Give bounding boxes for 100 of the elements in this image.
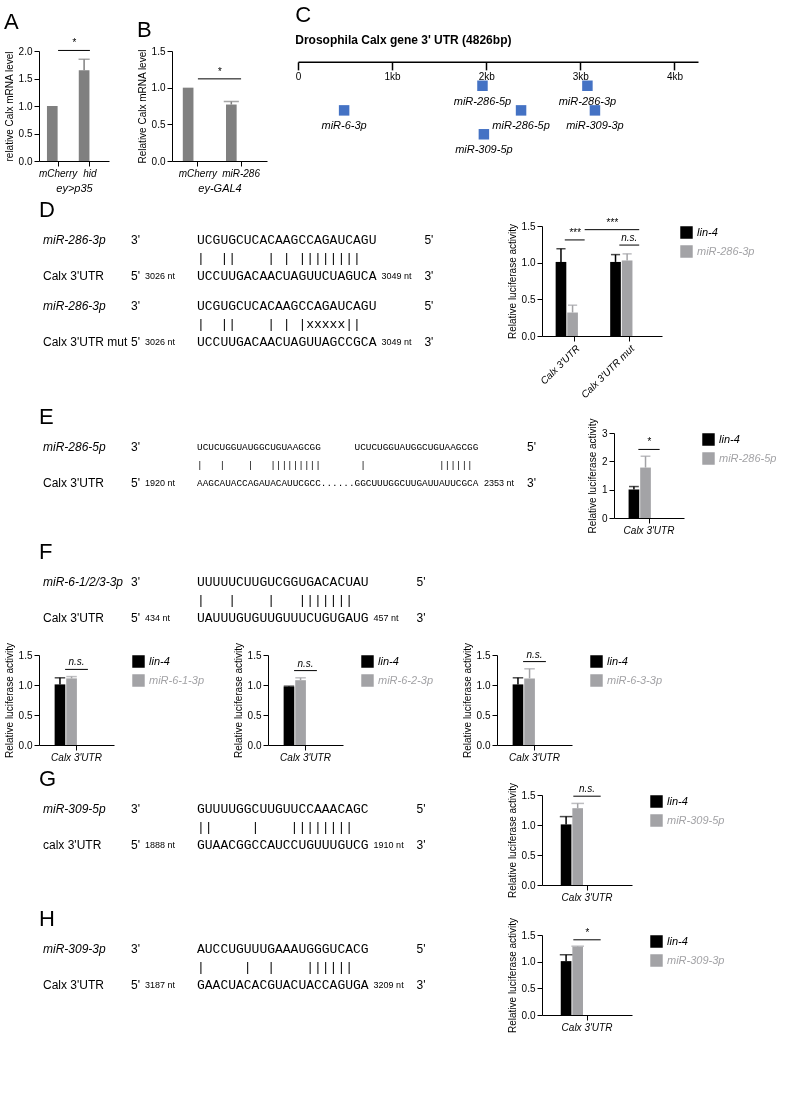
text: 5' [131,269,140,283]
y-tick-label: 1.5 [521,789,536,801]
y-tick-label: 0.0 [247,739,262,751]
text: 1920 nt [145,478,176,488]
text: miR-309-3p [667,953,725,966]
text: UCGUGCUCACAAGCCAGAUCAGU [197,299,377,314]
chart-title: B [137,17,152,42]
text: GUUUUGGCUUGUUCCAAACAGC [197,802,369,817]
text: | | | |||||| [197,960,354,975]
text: | | | ||||||||| | |||||| [197,460,473,471]
annotation: *** [606,216,619,228]
text: 3' [131,233,140,247]
y-tick-label: 1.0 [521,819,536,831]
text: UUUUUCUUGUCGGUGACACUAU [197,575,369,590]
legend-label: lin-4 [697,225,718,238]
annotation: n.s. [297,657,314,669]
legend-label: lin-4 [719,432,740,445]
chart-subtitle: Drosophila Calx gene 3' UTR (4826bp) [295,33,512,47]
legend-label: lin-4 [378,654,399,667]
annotation: miR-286-3p [558,94,617,107]
text: miR-309-5p [43,802,107,816]
text: Calx 3'UTR [43,611,105,625]
annotation: miR-6-3p [321,119,367,132]
y-tick-label: 0.0 [18,155,33,167]
text: 5' [131,611,140,625]
text: miR-286-3p [43,299,107,313]
text: 3049 nt [381,337,412,347]
y-axis-title: Relative luciferase activity [586,418,598,534]
annotation: *** [568,226,582,238]
legend-label: miR-6-3-3p [607,673,663,686]
text: 3187 nt [145,980,176,990]
text: || | |||||||| [197,820,354,835]
text: GUAACGGCCAUCCUGUUUGUCG [197,838,369,853]
y-axis-title: Relative luciferase activity [506,223,518,340]
text: UAUUUGUGUUGUUUCUGUGAUG [197,611,369,626]
text: Calx 3'UTR [43,978,105,992]
text: H [39,906,55,931]
text: 5' [424,299,434,313]
y-tick-label: 1.0 [521,257,536,269]
legend-label: miR-6-2-3p [378,673,434,686]
y-axis-title: Relative luciferase activity [506,917,518,1034]
y-axis-title: Relative luciferase activity [461,642,473,759]
text: 1888 nt [145,840,176,850]
y-tick-label: 1.0 [476,679,491,691]
y-tick-label: 1.0 [18,100,33,112]
y-tick-label: 0.5 [521,849,536,861]
legend-label: lin-4 [667,794,688,807]
text: miR-286-3p [43,233,107,247]
legend-label: lin-4 [607,654,628,667]
text: 5' [527,440,536,454]
chart-title: C [295,2,312,27]
text: 5' [416,575,426,589]
text: Calx 3'UTR [43,476,105,490]
y-tick-label: 0.5 [476,709,491,721]
text: G [39,766,57,791]
text: 1910 nt [373,840,405,850]
text: 3' [416,611,426,625]
text: UCCUUGACAACUAGUUCUAGUCA [197,269,377,284]
text: 2353 nt [484,478,515,488]
annotation: * [217,65,223,77]
y-tick-label: 1.5 [247,649,262,661]
text: 5' [131,476,140,490]
text: 457 nt [373,613,400,623]
y-tick-label: 0.0 [18,739,33,751]
y-tick-label: 0.0 [476,739,491,751]
y-tick-label: 0.0 [521,1009,536,1021]
annotation: miR-286-5p [492,119,550,132]
y-tick-label: 0.5 [247,709,262,721]
text: D [39,197,55,222]
y-tick-label: 1.0 [18,679,33,691]
text: UCGUGCUCACAAGCCAGAUCAGU [197,233,377,248]
annotation: * [585,926,591,938]
text: 3' [131,942,140,956]
y-tick-label: 0.5 [151,118,166,130]
text: UCUCUGGUAUGGCUGUAAGCGG UCUCUGGUAUGGCUGUAAGCGG [197,442,479,453]
text: 3209 nt [373,980,405,990]
y-tick-label: 1.0 [521,956,536,968]
y-tick-label: 1.5 [18,73,33,84]
annotation: n.s. [526,648,543,660]
annotation: miR-309-5p [455,143,513,156]
y-tick-label: 1.5 [18,649,33,661]
text: 5' [424,233,434,247]
x-tick-label: Calx 3'UTR [280,751,331,763]
text: miR-309-3p [43,942,107,956]
text: 3' [527,476,536,490]
x-tick-label: 4kb [666,71,684,83]
text: lin-4 [667,934,688,947]
text: | | | ||||||| [197,593,354,608]
y-tick-label: 3 [601,427,608,439]
y-axis-title: Relative Calx mRNA level [136,49,148,164]
text: E [39,404,54,429]
y-tick-label: 1 [601,484,608,496]
text: 3026 nt [145,271,176,281]
y-tick-label: 0.0 [521,330,536,342]
text: 3' [416,838,426,852]
text: 3' [416,978,426,992]
text: AAGCAUACCAGAUACAUUCGCC......GGCUUUGGCUUGAUUAUUCGCA [197,478,479,489]
y-tick-label: 1.0 [151,82,166,94]
text: miR-286-5p [43,440,107,454]
y-axis-title: Relative luciferase activity [506,782,518,899]
